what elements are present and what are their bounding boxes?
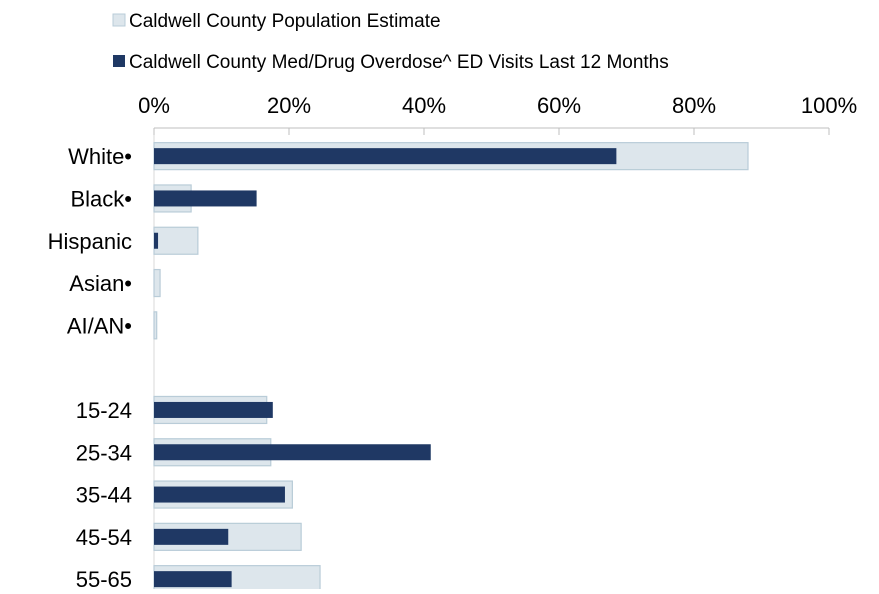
x-tick-label: 20% — [267, 93, 311, 118]
category-label-55-65: 55-65 — [76, 567, 132, 589]
category-label-45-54: 45-54 — [76, 525, 132, 550]
x-tick-label: 60% — [537, 93, 581, 118]
bar-overdose-hispanic — [154, 232, 159, 249]
x-tick-label: 0% — [138, 93, 170, 118]
x-tick-label: 40% — [402, 93, 446, 118]
legend-swatch-population — [112, 13, 126, 27]
bar-population-ai-an — [153, 311, 158, 340]
category-label-15-24: 15-24 — [76, 398, 132, 423]
bars — [153, 142, 749, 594]
bar-overdose-15-24 — [154, 401, 273, 418]
x-tick-label: 100% — [801, 93, 857, 118]
category-label-35-44: 35-44 — [76, 483, 132, 508]
category-label-hispanic: Hispanic — [48, 229, 132, 254]
legend-swatch-overdose — [113, 55, 125, 67]
bar-overdose-55-65 — [154, 571, 232, 588]
category-label-black: Black• — [71, 186, 133, 211]
bar-overdose-25-34 — [154, 444, 431, 461]
category-label-white: White• — [68, 144, 132, 169]
x-tick-label: 80% — [672, 93, 716, 118]
bar-overdose-black — [154, 190, 257, 207]
bar-population-hispanic — [153, 226, 199, 255]
bar-population-asian — [153, 268, 161, 298]
legend: Caldwell County Population Estimate Caldw… — [112, 11, 669, 73]
bar-overdose-45-54 — [154, 528, 229, 545]
category-label-asian: Asian• — [69, 271, 132, 296]
legend-label-population: Caldwell County Population Estimate — [129, 11, 441, 32]
x-axis: 0% 20% 40% 60% 80% 100% — [138, 93, 857, 594]
category-label-ai-an: AI/AN• — [67, 313, 132, 338]
bar-overdose-white — [154, 148, 617, 165]
legend-label-overdose: Caldwell County Med/Drug Overdose^ ED Vi… — [129, 52, 669, 73]
bar-overdose-35-44 — [154, 486, 285, 503]
category-label-25-34: 25-34 — [76, 440, 132, 465]
category-labels: White• Black• Hispanic Asian• AI/AN• 15-24 25-… — [48, 144, 133, 592]
